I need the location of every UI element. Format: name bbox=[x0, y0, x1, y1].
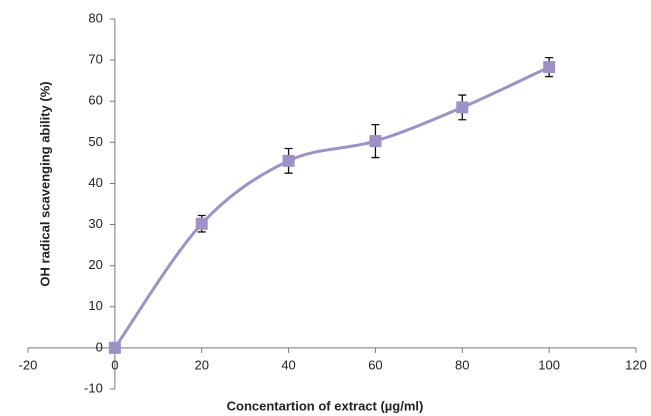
y-tick-label: 70 bbox=[88, 52, 102, 67]
x-tick-label: 40 bbox=[281, 357, 295, 372]
x-axis-label: Concentartion of extract (µg/ml) bbox=[227, 398, 424, 413]
marker bbox=[456, 101, 469, 114]
marker bbox=[282, 154, 295, 167]
series-line bbox=[113, 65, 550, 349]
y-tick-label: 80 bbox=[88, 10, 102, 25]
y-tick-label: -10 bbox=[84, 380, 103, 395]
y-tick-label: 40 bbox=[88, 175, 102, 190]
y-tick-label: 30 bbox=[88, 216, 102, 231]
y-tick-label: 60 bbox=[88, 93, 102, 108]
y-tick-label: 20 bbox=[88, 257, 102, 272]
x-tick-label: 100 bbox=[538, 357, 560, 372]
marker bbox=[369, 135, 382, 148]
x-tick-label: 20 bbox=[194, 357, 208, 372]
x-tick-label: 60 bbox=[368, 357, 382, 372]
x-tick-label: 0 bbox=[111, 357, 118, 372]
x-tick-label: -20 bbox=[19, 357, 38, 372]
y-tick-label: 50 bbox=[88, 134, 102, 149]
x-tick-label: 80 bbox=[455, 357, 469, 372]
y-tick-label: 0 bbox=[96, 339, 103, 354]
y-axis-label: OH radical scavenging ability (%) bbox=[37, 81, 52, 286]
marker bbox=[543, 61, 556, 74]
x-tick-label: 120 bbox=[625, 357, 647, 372]
marker bbox=[195, 217, 208, 230]
y-tick-label: 10 bbox=[88, 298, 102, 313]
marker bbox=[108, 341, 121, 354]
